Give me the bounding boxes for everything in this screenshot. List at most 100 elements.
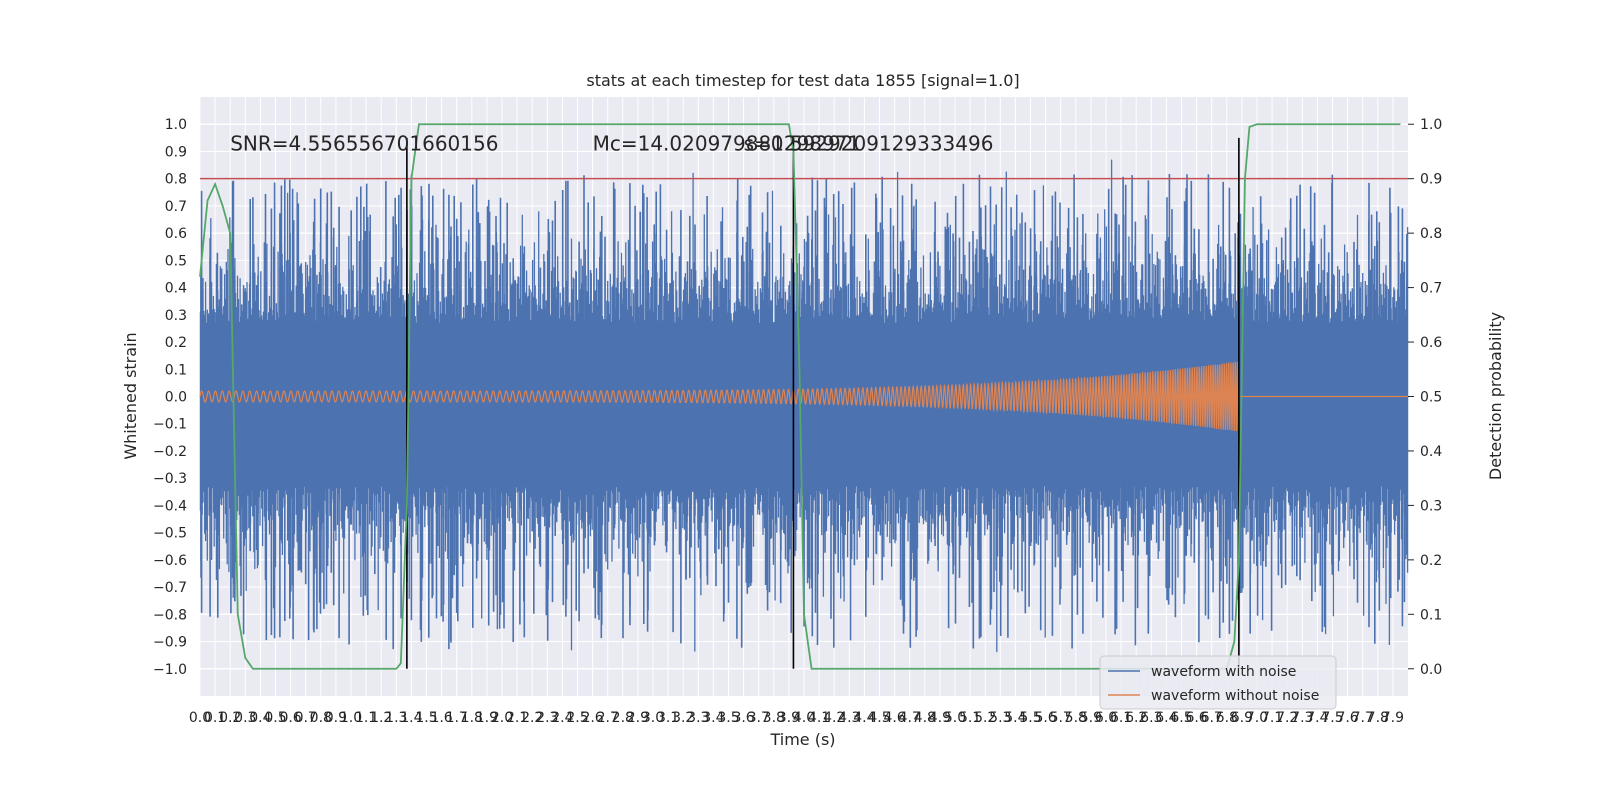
y-tick-label: −0.4 [153,498,187,514]
x-tick-label: 0.4 [249,710,271,726]
x-tick-label: 3.6 [732,710,754,726]
x-tick-label: 1.0 [340,710,362,726]
x-tick-label: 6.2 [1125,710,1147,726]
x-tick-label: 1.9 [476,710,498,726]
y-tick-label: 1.0 [165,117,187,133]
x-tick-label: 0.5 [264,710,286,726]
y-tick-label: 0.9 [165,144,187,160]
x-tick-label: 2.0 [491,710,513,726]
x-tick-label: 0.9 [325,710,347,726]
y2-tick-label: 1.0 [1420,117,1442,133]
x-tick-label: 7.2 [1276,710,1298,726]
y2-tick-label: 0.3 [1420,498,1442,514]
annotation-text: s=0.5929209129333496 [744,131,994,155]
y-tick-label: 0.7 [165,199,187,215]
y2-tick-label: 0.5 [1420,390,1442,406]
x-tick-label: 5.6 [1034,710,1056,726]
x-tick-label: 7.9 [1382,710,1404,726]
y2-tick-label: 0.0 [1420,662,1442,678]
x-tick-label: 3.9 [778,710,800,726]
x-tick-label: 6.5 [1170,710,1192,726]
x-tick-label: 7.8 [1367,710,1389,726]
y-tick-label: 0.8 [165,172,187,188]
x-tick-label: 3.0 [642,710,664,726]
x-tick-label: 4.9 [929,710,951,726]
y-tick-label: 0.0 [165,390,187,406]
x-tick-label: 3.8 [763,710,785,726]
x-tick-label: 7.0 [1246,710,1268,726]
annotations: SNR=4.556556701660156 Mᴄ=14.0209798812989… [230,131,993,155]
x-tick-label: 7.5 [1321,710,1343,726]
series-detection-probability [199,123,1401,670]
y2-tick-label: 0.9 [1420,172,1442,188]
y-tick-label: −0.8 [153,607,187,623]
y2-tick-label: 0.6 [1420,335,1442,351]
probability-trace [199,123,1401,670]
x-tick-label: 3.3 [687,710,709,726]
y2-tick-label: 0.4 [1420,444,1442,460]
y-axis-ticks: −1.0 −0.9 −0.8 −0.7 −0.6 −0.5 −0.4 −0.3 −0.2 −0.1… [153,117,187,678]
y-tick-label: 0.1 [165,362,187,378]
x-tick-label: 2.2 [521,710,543,726]
legend-entry-noise: waveform with noise [1151,664,1296,680]
x-tick-label: 6.0 [1095,710,1117,726]
x-tick-label: 2.9 [627,710,649,726]
x-axis-ticks: 0.00.10.20.30.40.50.60.70.80.91.01.11.21… [189,710,1404,726]
x-tick-label: 6.7 [1201,710,1223,726]
x-tick-label: 3.7 [748,710,770,726]
x-tick-label: 6.6 [1185,710,1207,726]
x-tick-label: 4.3 [838,710,860,726]
y-tick-label: −0.3 [153,471,187,487]
x-tick-label: 4.5 [868,710,890,726]
x-tick-label: 5.2 [974,710,996,726]
y-tick-label: 0.5 [165,253,187,269]
x-tick-label: 0.3 [234,710,256,726]
x-tick-label: 3.2 [672,710,694,726]
x-tick-label: 2.6 [581,710,603,726]
y-tick-label: −0.1 [153,417,187,433]
y2-tick-label: 0.7 [1420,281,1442,297]
x-tick-label: 2.7 [597,710,619,726]
chart-title: stats at each timestep for test data 185… [586,71,1019,90]
legend-box [1099,655,1337,710]
x-tick-label: 4.2 [823,710,845,726]
x-tick-label: 3.5 [717,710,739,726]
x-tick-label: 5.0 [944,710,966,726]
x-tick-label: 5.4 [1004,710,1026,726]
x-tick-label: 0.0 [189,710,211,726]
x-tick-label: 2.5 [566,710,588,726]
y2-tick-label: 0.2 [1420,553,1442,569]
x-tick-label: 0.7 [295,710,317,726]
x-tick-label: 2.4 [551,710,573,726]
y-tick-label: −0.9 [153,635,187,651]
x-tick-label: 4.1 [808,710,830,726]
x-tick-label: 5.3 [989,710,1011,726]
x-tick-label: 2.8 [612,710,634,726]
x-tick-label: 4.0 [793,710,815,726]
x-tick-label: 1.8 [461,710,483,726]
x-tick-label: 6.9 [1231,710,1253,726]
x-tick-label: 6.8 [1216,710,1238,726]
x-tick-label: 1.4 [400,710,422,726]
y-tick-label: 0.3 [165,308,187,324]
y-tick-label: 0.4 [165,281,187,297]
x-tick-label: 0.8 [310,710,332,726]
x-tick-label: 1.6 [430,710,452,726]
x-tick-label: 2.3 [536,710,558,726]
clean-trace [199,361,1408,432]
y-tick-label: −0.7 [153,580,187,596]
y2-axis-label: Detection probability [1486,312,1505,480]
y-tick-label: −1.0 [153,662,187,678]
x-tick-label: 5.1 [959,710,981,726]
x-axis-label: Time (s) [769,730,835,749]
x-tick-label: 7.4 [1306,710,1328,726]
x-tick-label: 7.7 [1352,710,1374,726]
x-tick-label: 1.7 [446,710,468,726]
x-tick-label: 7.6 [1336,710,1358,726]
y-tick-label: −0.6 [153,553,187,569]
x-tick-label: 3.1 [657,710,679,726]
annotation-text: SNR=4.556556701660156 [230,131,498,155]
x-tick-label: 4.4 [853,710,875,726]
x-tick-label: 6.3 [1140,710,1162,726]
